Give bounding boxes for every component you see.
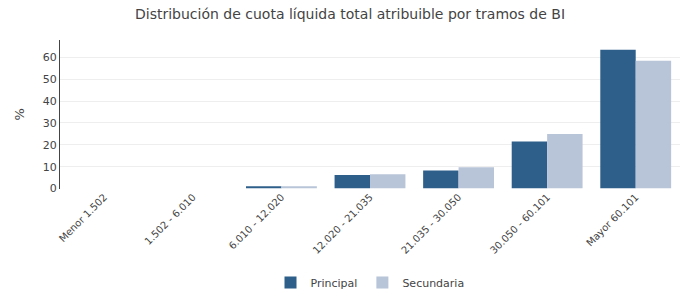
svg-text:30.050 - 60.101: 30.050 - 60.101 (488, 192, 552, 256)
svg-text:10: 10 (43, 161, 57, 174)
svg-text:30: 30 (43, 117, 57, 130)
svg-text:Principal: Principal (311, 277, 358, 290)
svg-text:50: 50 (43, 73, 57, 86)
svg-text:Menor 1.502: Menor 1.502 (57, 192, 109, 244)
svg-text:12.020 - 21.035: 12.020 - 21.035 (311, 192, 375, 256)
svg-text:Mayor 60.101: Mayor 60.101 (584, 192, 641, 249)
svg-text:Secundaria: Secundaria (402, 277, 464, 290)
svg-text:60: 60 (43, 51, 57, 64)
svg-text:%: % (12, 108, 27, 120)
svg-text:1.502 - 6.010: 1.502 - 6.010 (142, 192, 197, 247)
svg-text:20: 20 (43, 139, 57, 152)
svg-text:0: 0 (50, 182, 57, 195)
svg-text:21.035 - 30.050: 21.035 - 30.050 (399, 192, 463, 256)
svg-text:6.010 - 12.020: 6.010 - 12.020 (227, 192, 287, 252)
svg-text:Distribución de cuota líquida: Distribución de cuota líquida total atri… (135, 6, 565, 22)
svg-text:40: 40 (43, 95, 57, 108)
